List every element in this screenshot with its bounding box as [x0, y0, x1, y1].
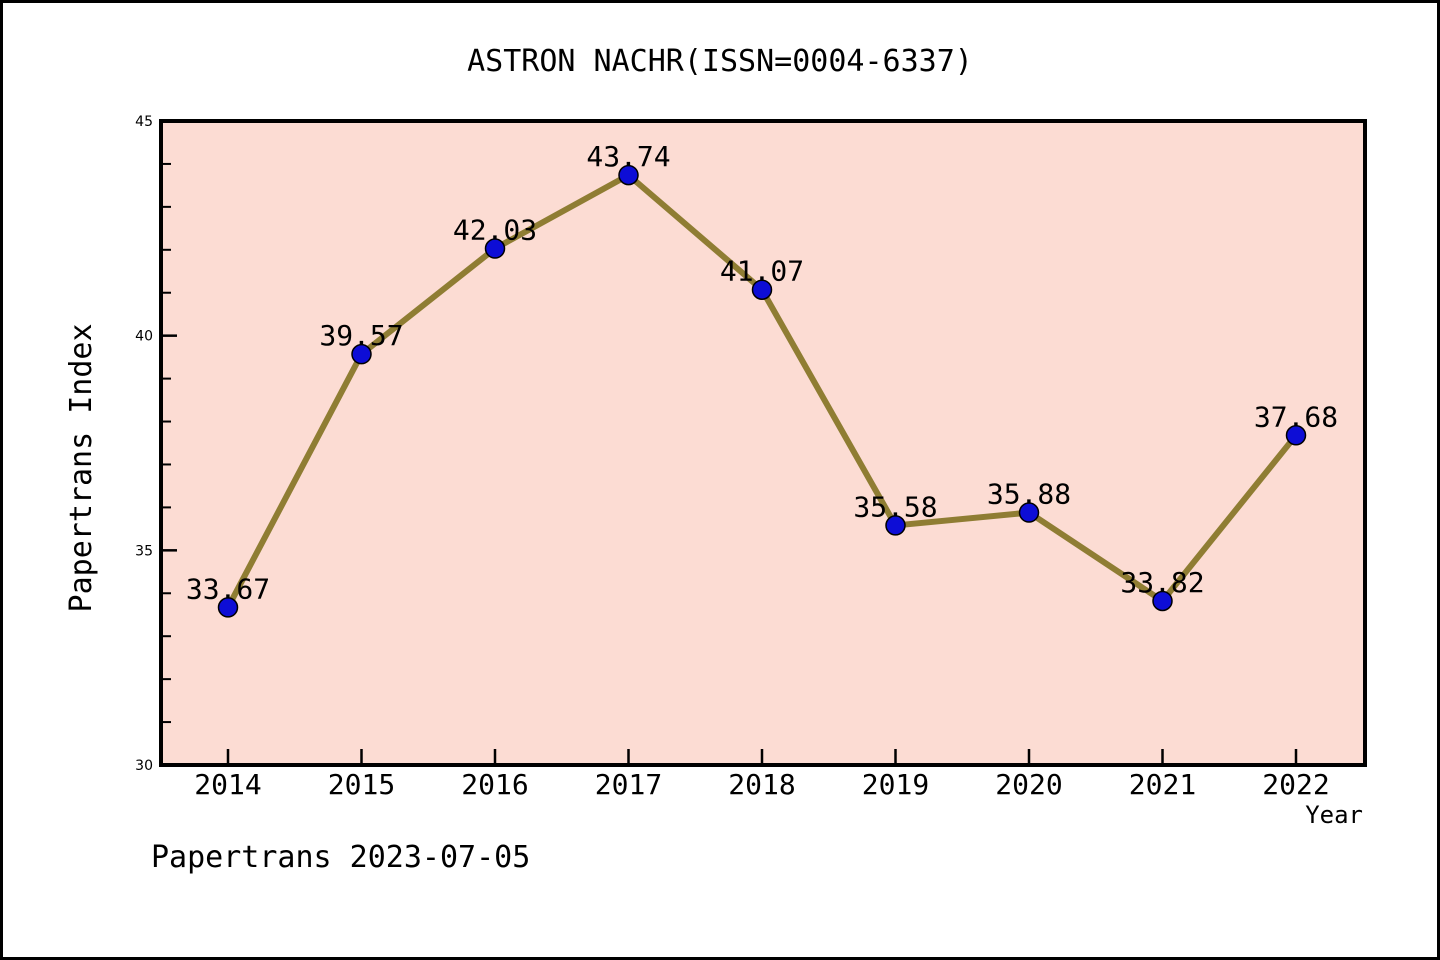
y-tick-label: 40 — [135, 329, 153, 345]
point-labels-layer: 33.67 39.57 42.03 43.74 41.07 35.58 35.88 33.82… — [186, 140, 1338, 605]
data-point-marker — [351, 343, 372, 365]
y-axis-label: Papertrans Index — [64, 324, 99, 613]
y-tick-label: 35 — [135, 543, 153, 559]
data-point-marker — [751, 279, 773, 300]
data-point-marker — [217, 597, 239, 618]
y-tick-label: 45 — [135, 114, 153, 130]
data-point-label: 37.68 — [1254, 400, 1338, 433]
line-series-layer — [217, 164, 1307, 618]
x-tick-label: 2022 — [1262, 768, 1329, 801]
data-point-label: 43.74 — [586, 140, 670, 173]
data-point-label: 35.88 — [987, 478, 1071, 511]
data-point-label: 33.67 — [186, 572, 270, 605]
data-point-marker — [885, 515, 906, 536]
data-point-label: 42.03 — [453, 214, 537, 247]
data-point-marker — [484, 238, 506, 259]
x-axis-label: Year — [1305, 801, 1363, 829]
data-point-marker — [1285, 425, 1307, 446]
data-point-label: 33.82 — [1120, 566, 1204, 599]
plot-area — [159, 119, 1367, 767]
x-tick-label: 2016 — [461, 768, 528, 801]
data-point-label: 39.57 — [319, 319, 403, 352]
data-point-label: 41.07 — [720, 255, 804, 288]
axis-ticks-layer: 30 35 40 45 2014 2015 2016 2017 2018 2019 2020 2021… — [135, 114, 1330, 801]
data-point-marker — [1018, 502, 1040, 523]
x-tick-label: 2017 — [595, 768, 662, 801]
data-point-marker — [1152, 590, 1173, 612]
data-point-marker — [618, 164, 639, 186]
x-tick-label: 2014 — [194, 768, 261, 801]
data-point-label: 35.58 — [853, 490, 937, 523]
chart-canvas: 30 35 40 45 2014 2015 2016 2017 2018 2019 2020 2021… — [64, 44, 1367, 875]
footer-text: Papertrans 2023-07-05 — [151, 840, 530, 875]
x-tick-label: 2020 — [995, 768, 1062, 801]
y-tick-label: 30 — [135, 758, 153, 774]
x-tick-label: 2015 — [328, 768, 395, 801]
x-tick-label: 2019 — [862, 768, 929, 801]
x-tick-label: 2021 — [1129, 768, 1196, 801]
x-tick-label: 2018 — [728, 768, 795, 801]
chart-title: ASTRON NACHR(ISSN=0004-6337) — [467, 44, 973, 79]
